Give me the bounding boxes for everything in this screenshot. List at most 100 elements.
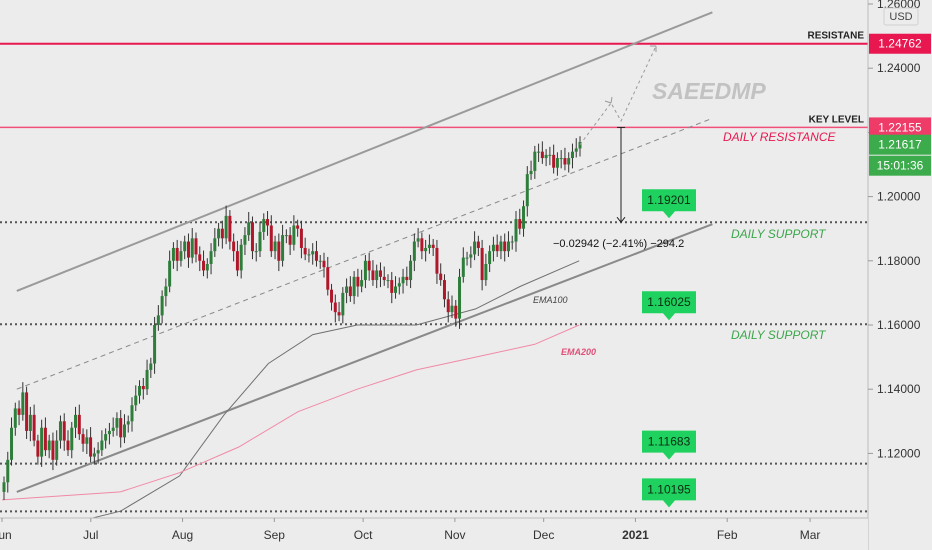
candle-body — [205, 264, 209, 271]
current-price-tag-text: 1.21617 — [878, 138, 922, 152]
candle-body — [138, 385, 142, 396]
price-axis-ticks: 1.260001.240001.220001.200001.180001.160… — [868, 0, 921, 460]
candle-body — [491, 244, 495, 252]
candle-body — [235, 251, 239, 271]
candle-body — [107, 430, 111, 435]
candle-body — [62, 421, 66, 441]
candle-body — [303, 247, 307, 255]
candle-body — [360, 280, 364, 287]
candle-body — [431, 244, 435, 248]
price-axis-panel[interactable] — [868, 0, 932, 550]
candle-body — [382, 276, 386, 281]
candle-body — [126, 421, 130, 425]
candle-body — [198, 254, 202, 261]
projection-arrows — [579, 45, 657, 145]
candle-body — [465, 257, 469, 259]
candlestick-series — [2, 136, 582, 500]
candle-body — [375, 270, 379, 281]
candle-body — [409, 260, 413, 281]
candle-body — [555, 158, 559, 168]
candle-body — [544, 154, 548, 159]
candle-body — [506, 241, 510, 252]
candle-body — [348, 286, 352, 297]
candle-body — [141, 385, 145, 390]
candle-body — [330, 289, 334, 303]
candle-body — [220, 228, 224, 239]
candle-body — [378, 270, 382, 277]
candle-body — [540, 151, 544, 159]
candle-body — [401, 276, 405, 284]
horizontal-levels: RESISTANE KEY LEVEL — [0, 31, 868, 513]
candle-body — [36, 440, 40, 457]
measure-readout: −0.02942 (−2.41%) −294.2 — [553, 238, 684, 250]
price-tick-label: 1.26000 — [877, 0, 921, 11]
candle-body — [345, 286, 349, 293]
candle-body — [484, 264, 488, 281]
candle-body — [25, 392, 29, 431]
support-flag-label: 1.11683 — [648, 435, 691, 449]
candle-body — [288, 235, 292, 245]
ema200-line — [1, 324, 580, 501]
candle-body — [51, 440, 55, 460]
support-flag-bubble — [642, 291, 696, 321]
candle-body — [537, 151, 541, 153]
candle-body — [371, 270, 375, 281]
resistance-price-tag-bg — [869, 33, 931, 54]
time-tick-label: Oct — [354, 528, 373, 542]
candle-body — [386, 280, 390, 282]
candle-body — [156, 315, 160, 325]
candle-body — [277, 241, 281, 261]
candle-body — [405, 276, 409, 281]
candle-body — [525, 174, 529, 207]
support-flag-label: 1.10195 — [647, 482, 691, 496]
plot-background — [0, 0, 868, 518]
candle-body — [145, 369, 149, 390]
candle-body — [559, 158, 563, 160]
channel-mid-dashed-line — [16, 117, 713, 390]
candle-body — [77, 414, 81, 435]
watermark-label: SAEEDMP — [652, 78, 766, 104]
ema100-line — [1, 260, 580, 541]
candle-body — [352, 276, 356, 297]
candle-body — [74, 414, 78, 428]
projection-path — [579, 45, 657, 145]
time-axis-panel[interactable] — [0, 518, 868, 550]
candle-body — [442, 280, 446, 300]
candle-body — [21, 392, 25, 415]
candle-body — [476, 241, 480, 248]
candle-body — [55, 440, 59, 460]
price-tick-label: 1.16000 — [877, 318, 921, 332]
candle-body — [367, 260, 371, 271]
candle-body — [89, 437, 93, 457]
time-tick-label: Feb — [717, 528, 738, 542]
candle-body — [122, 424, 126, 438]
candle-body — [454, 305, 458, 319]
projection-arrowhead — [604, 96, 613, 104]
candle-body — [273, 241, 277, 252]
candle-body — [104, 434, 108, 441]
candle-body — [311, 251, 315, 255]
candle-body — [281, 235, 285, 261]
price-tick-label: 1.20000 — [877, 190, 921, 204]
candle-body — [28, 414, 32, 431]
time-axis-ticks: Jun Jul Aug Sep Oct Nov Dec 2021 Feb Mar — [0, 518, 820, 542]
candle-body — [119, 418, 123, 438]
support-flag-label: 1.19201 — [647, 193, 691, 207]
candle-body — [503, 241, 507, 252]
candle-body — [424, 247, 428, 252]
candle-body — [363, 260, 367, 281]
support-flags: 1.19201 1.16025 1.11683 1.10195 — [642, 189, 696, 508]
currency-badge[interactable] — [883, 7, 919, 26]
candle-body — [499, 241, 503, 252]
support-flag-bubble — [642, 478, 696, 508]
candle-body — [149, 363, 153, 370]
candle-body — [243, 235, 247, 245]
candle-body — [262, 219, 266, 232]
time-tick-label: Mar — [800, 528, 821, 542]
candle-body — [341, 292, 345, 316]
candle-body — [134, 395, 138, 406]
countdown-tag-bg — [869, 155, 931, 176]
candle-body — [183, 241, 187, 252]
candle-body — [13, 408, 17, 428]
candle-body — [32, 414, 36, 441]
